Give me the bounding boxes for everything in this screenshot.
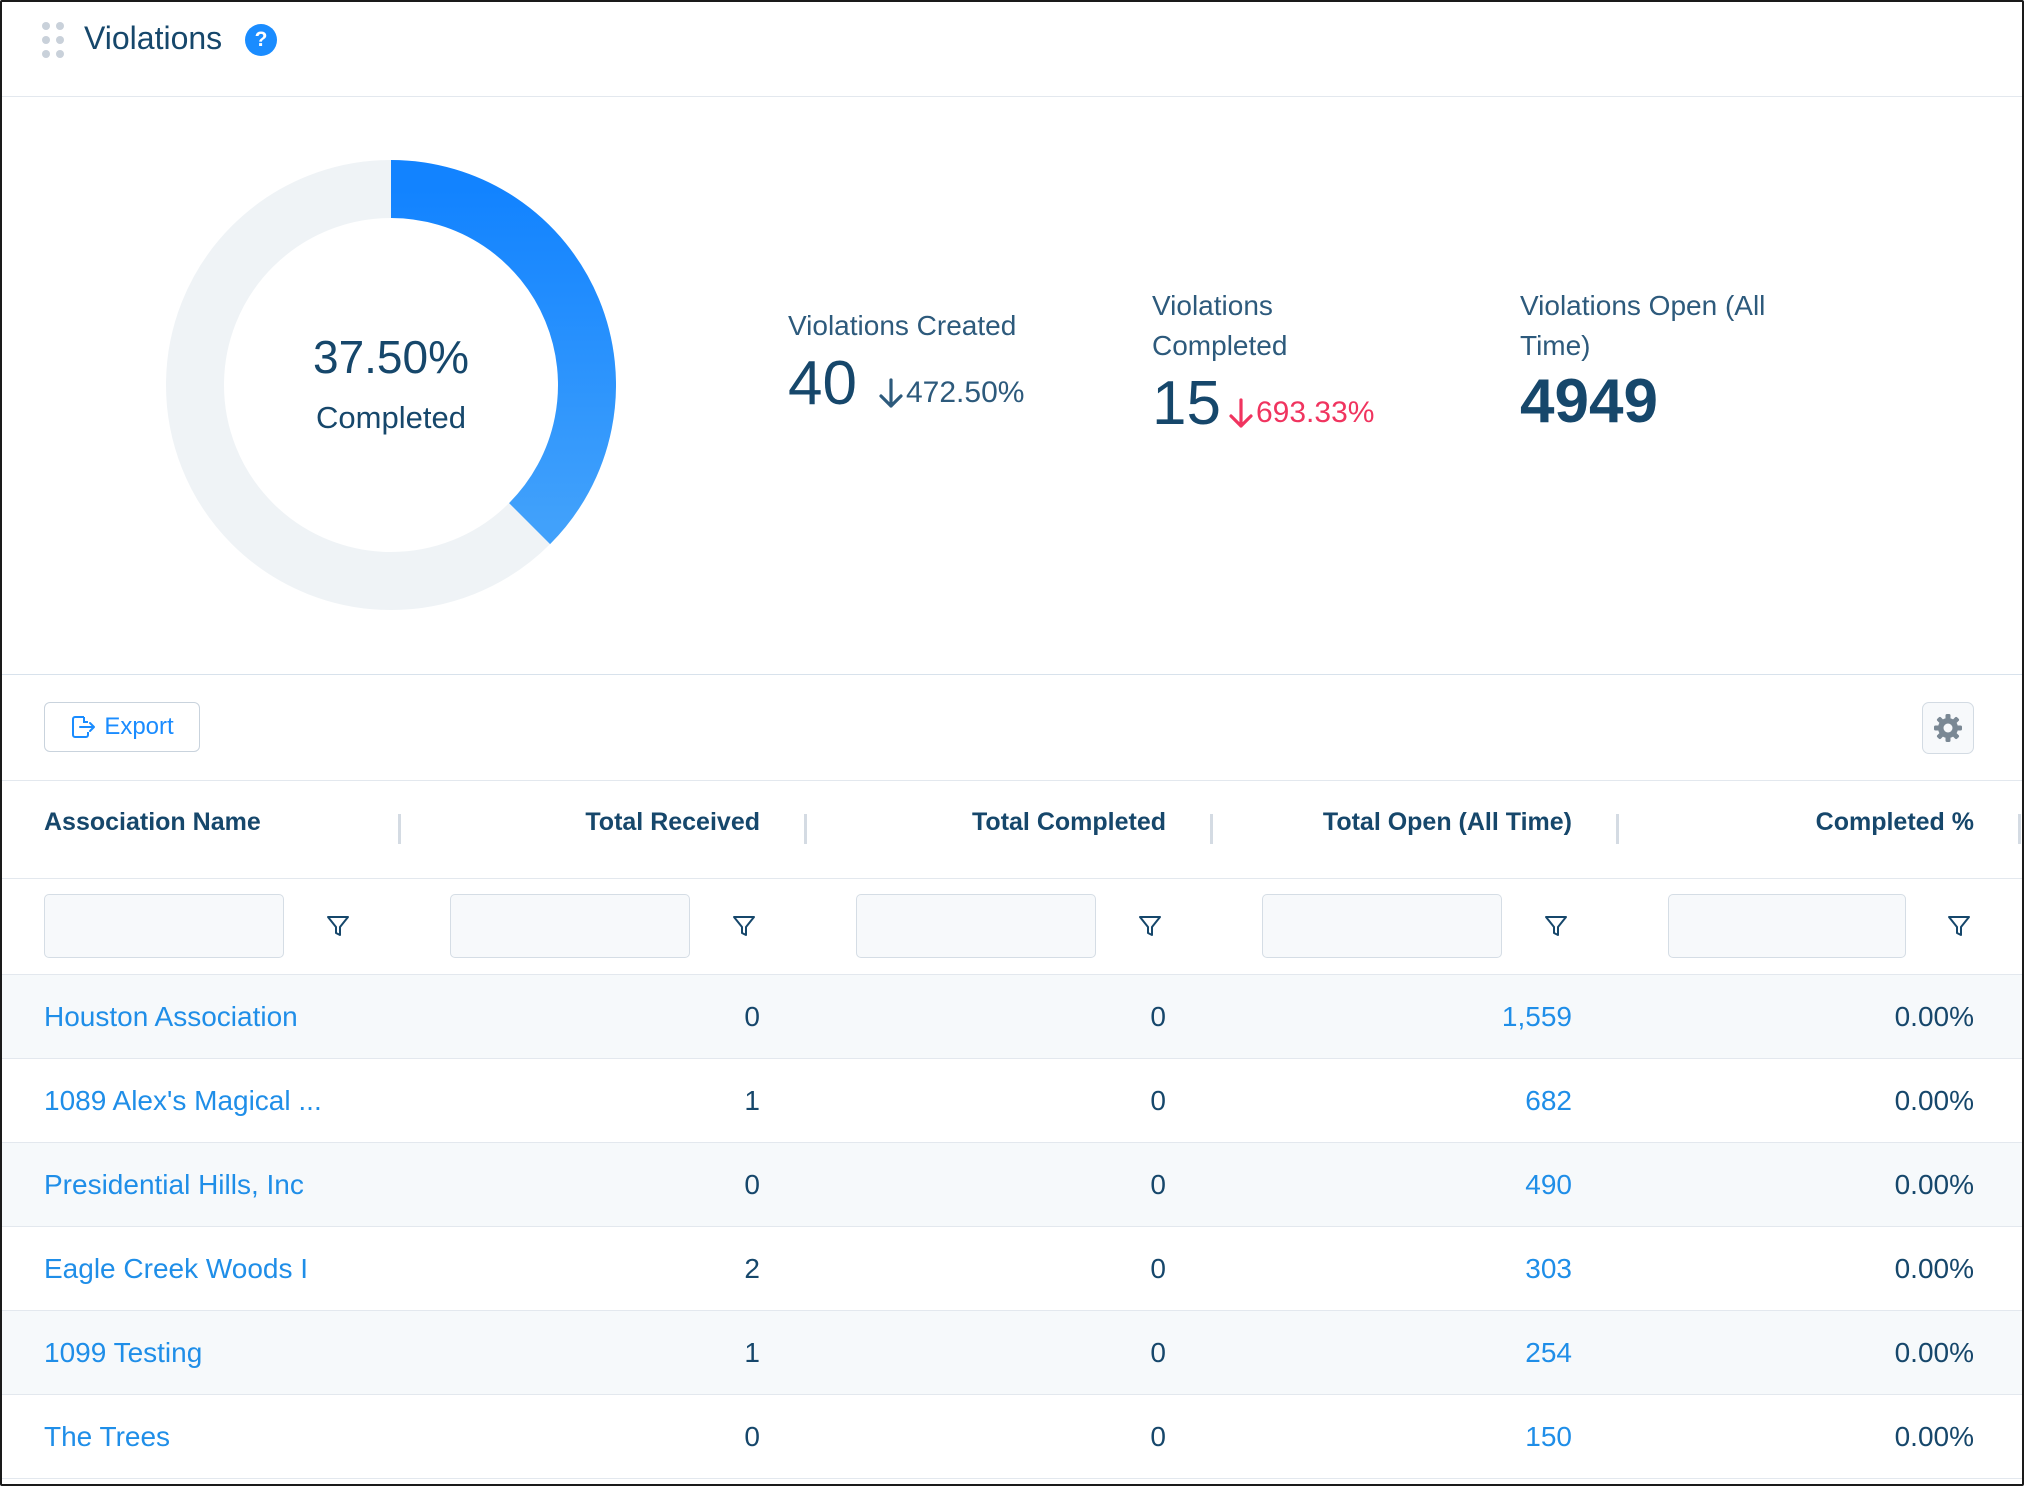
completed-percent-cell: 0.00% bbox=[1894, 1421, 1974, 1452]
filter-icon[interactable] bbox=[730, 912, 758, 940]
filter-input-total-completed[interactable] bbox=[856, 894, 1096, 958]
stat-value-created: 40 bbox=[788, 349, 857, 418]
completed-percent-cell: 0.00% bbox=[1894, 1001, 1974, 1032]
filter-icon[interactable] bbox=[324, 912, 352, 940]
table-row: Houston Association 0 0 1,559 0.00% bbox=[2, 975, 2022, 1059]
column-header-completed-percent[interactable]: Completed % bbox=[1815, 808, 1974, 836]
table-row: The Trees 0 0 150 0.00% bbox=[2, 1395, 2022, 1479]
association-name-link[interactable]: 1099 Testing bbox=[44, 1337, 203, 1368]
total-received-cell: 0 bbox=[744, 1169, 760, 1200]
filter-icon[interactable] bbox=[1542, 912, 1570, 940]
gear-icon bbox=[1934, 714, 1962, 742]
total-received-cell: 1 bbox=[744, 1085, 760, 1116]
donut-percent: 37.50% bbox=[312, 331, 469, 383]
total-open-link[interactable]: 303 bbox=[1525, 1253, 1572, 1284]
filter-input-total-open[interactable] bbox=[1262, 894, 1502, 958]
column-header-total-open[interactable]: Total Open (All Time) bbox=[1322, 808, 1572, 836]
column-header-total-received[interactable]: Total Received bbox=[585, 808, 760, 836]
table-row: Presidential Hills, Inc 0 0 490 0.00% bbox=[2, 1143, 2022, 1227]
stat-label-completed: Violations Completed bbox=[1152, 290, 1288, 361]
filter-divider bbox=[2, 974, 2022, 975]
export-button[interactable]: Export bbox=[44, 702, 200, 752]
section-divider bbox=[2, 674, 2022, 675]
arrow-down-icon bbox=[879, 378, 903, 408]
association-name-link[interactable]: The Trees bbox=[44, 1421, 171, 1452]
column-resize-handle[interactable] bbox=[398, 814, 401, 844]
filter-input-association-name[interactable] bbox=[44, 894, 284, 958]
total-open-link[interactable]: 254 bbox=[1525, 1337, 1572, 1368]
association-name-link[interactable]: 1089 Alex's Magical ... bbox=[44, 1085, 322, 1116]
export-label: Export bbox=[104, 713, 174, 740]
header-divider bbox=[2, 878, 2022, 879]
column-resize-handle[interactable] bbox=[1616, 814, 1619, 844]
total-open-link[interactable]: 490 bbox=[1525, 1169, 1572, 1200]
column-header-association-name[interactable]: Association Name bbox=[44, 808, 261, 836]
widget-title: Violations bbox=[84, 20, 223, 56]
stat-value-open: 4949 bbox=[1520, 367, 1658, 436]
filter-icon[interactable] bbox=[1945, 912, 1973, 940]
column-resize-handle[interactable] bbox=[2018, 814, 2021, 844]
stat-label-open: Violations Open (All Time) bbox=[1520, 290, 1766, 361]
export-icon bbox=[72, 716, 96, 738]
association-name-link[interactable]: Houston Association bbox=[44, 1001, 298, 1032]
total-open-link[interactable]: 682 bbox=[1525, 1085, 1572, 1116]
total-received-cell: 0 bbox=[744, 1001, 760, 1032]
stat-label-created: Violations Created bbox=[788, 310, 1017, 341]
table-row: Eagle Creek Woods I 2 0 303 0.00% bbox=[2, 1227, 2022, 1311]
widget-header: Violations ? bbox=[2, 2, 2022, 97]
filter-icon[interactable] bbox=[1136, 912, 1164, 940]
total-open-link[interactable]: 150 bbox=[1525, 1421, 1572, 1452]
column-resize-handle[interactable] bbox=[804, 814, 807, 844]
table-row: 1099 Testing 1 0 254 0.00% bbox=[2, 1311, 2022, 1395]
table-row: 1089 Alex's Magical ... 1 0 682 0.00% bbox=[2, 1059, 2022, 1143]
help-icon[interactable]: ? bbox=[245, 24, 277, 56]
total-open-link[interactable]: 1,559 bbox=[1501, 1001, 1572, 1032]
total-received-cell: 1 bbox=[744, 1337, 760, 1368]
donut-completed-arc bbox=[390, 160, 616, 545]
completed-percent-cell: 0.00% bbox=[1894, 1169, 1974, 1200]
total-completed-cell: 0 bbox=[1150, 1337, 1166, 1368]
completion-donut-chart bbox=[166, 160, 616, 610]
arrow-down-icon bbox=[1229, 398, 1253, 428]
stat-change-completed: 693.33% bbox=[1228, 396, 1374, 430]
completed-percent-cell: 0.00% bbox=[1894, 1337, 1974, 1368]
completed-percent-cell: 0.00% bbox=[1894, 1085, 1974, 1116]
total-received-cell: 2 bbox=[744, 1253, 760, 1284]
total-completed-cell: 0 bbox=[1150, 1001, 1166, 1032]
total-completed-cell: 0 bbox=[1150, 1169, 1166, 1200]
total-completed-cell: 0 bbox=[1150, 1253, 1166, 1284]
table-settings-button[interactable] bbox=[1922, 702, 1974, 754]
total-completed-cell: 0 bbox=[1150, 1421, 1166, 1452]
column-resize-handle[interactable] bbox=[1210, 814, 1213, 844]
stat-change-created: 472.50% bbox=[878, 376, 1024, 410]
completed-percent-cell: 0.00% bbox=[1894, 1253, 1974, 1284]
drag-handle-icon[interactable] bbox=[42, 22, 68, 60]
filter-input-completed-percent[interactable] bbox=[1668, 894, 1906, 958]
column-header-total-completed[interactable]: Total Completed bbox=[972, 808, 1166, 836]
donut-label: Completed bbox=[316, 400, 466, 435]
stat-value-completed: 15 bbox=[1152, 369, 1221, 438]
filter-input-total-received[interactable] bbox=[450, 894, 690, 958]
total-received-cell: 0 bbox=[744, 1421, 760, 1452]
toolbar-divider bbox=[2, 780, 2022, 781]
association-name-link[interactable]: Eagle Creek Woods I bbox=[44, 1253, 309, 1284]
association-name-link[interactable]: Presidential Hills, Inc bbox=[44, 1169, 304, 1200]
total-completed-cell: 0 bbox=[1150, 1085, 1166, 1116]
